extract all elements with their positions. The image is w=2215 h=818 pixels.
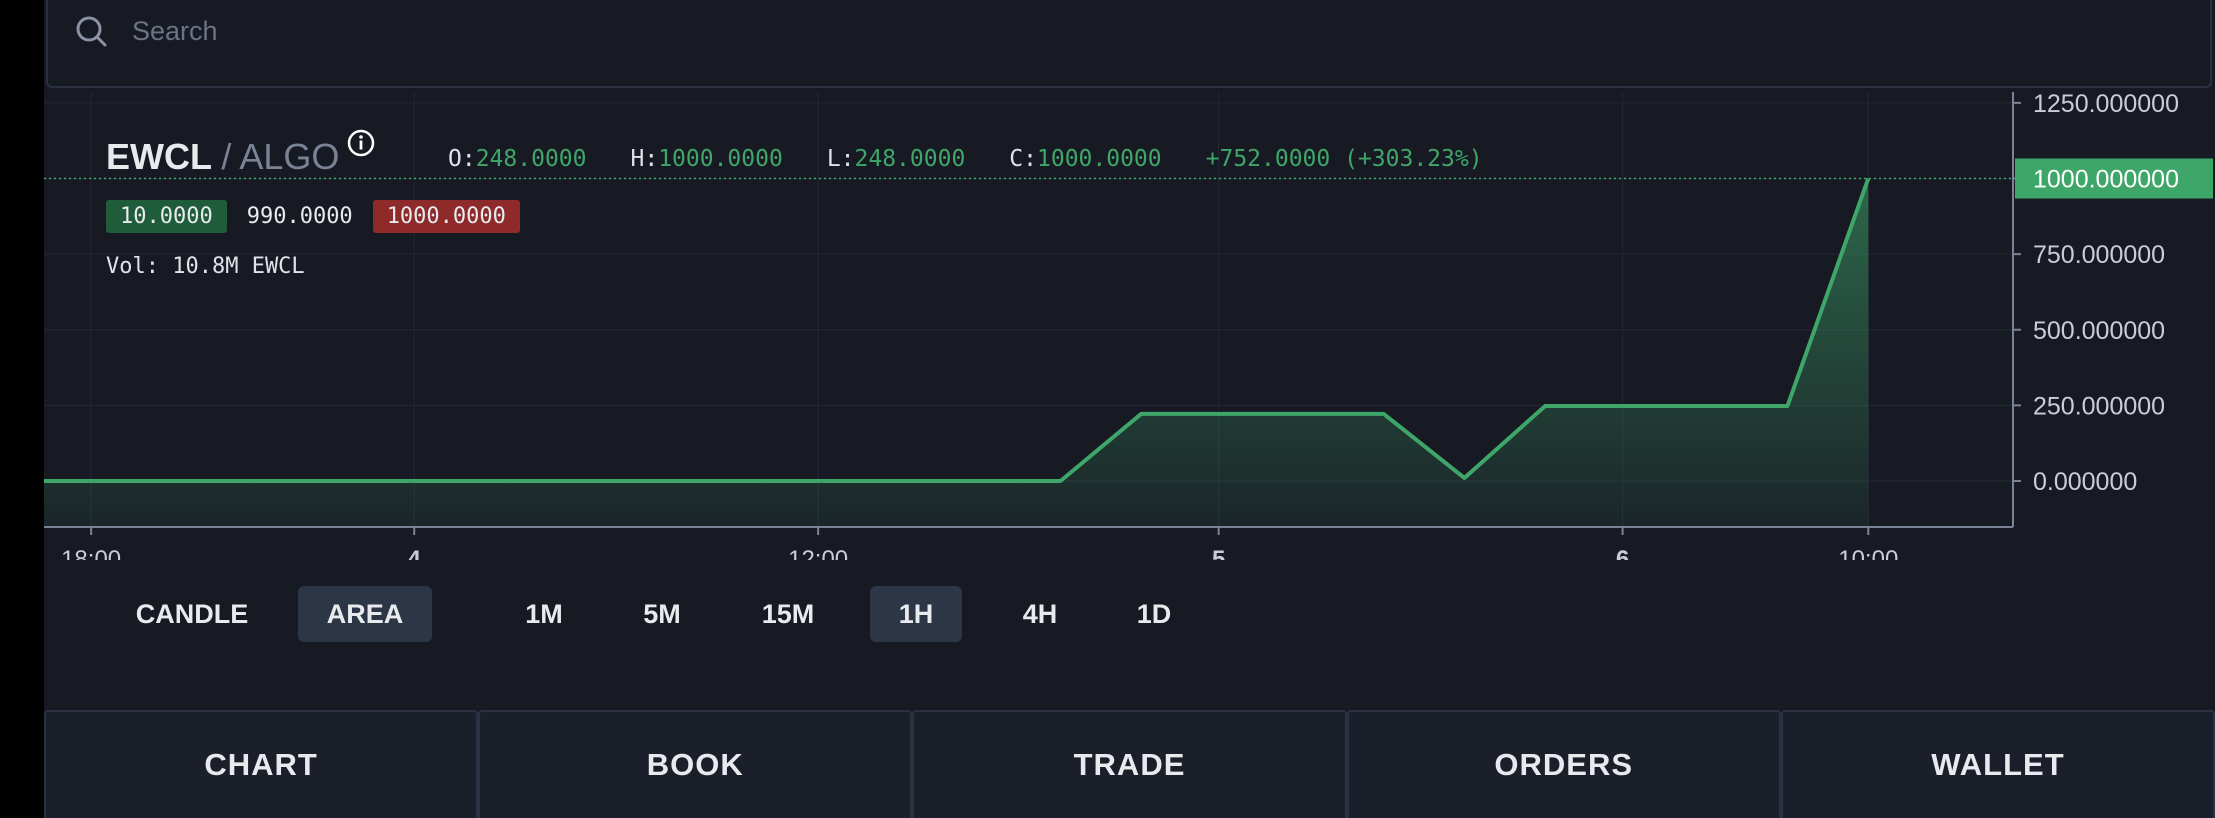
search-bar	[46, 0, 2212, 88]
last-price-badge	[2015, 158, 2213, 199]
tab-chart[interactable]: CHART	[44, 710, 479, 818]
search-icon	[76, 16, 107, 47]
interval-5m[interactable]: 5M	[643, 599, 681, 629]
chart-type-candle[interactable]: CANDLE	[135, 599, 249, 629]
low-label: L:	[826, 146, 855, 172]
ohlc-legend: O:248.0000 H:1000.0000 L:248.0000 C:1000.00…	[448, 146, 1527, 172]
x-tick-label: 12:00	[788, 546, 848, 560]
high-label: H:	[630, 146, 659, 172]
y-tick-label: 0.000000	[2033, 468, 2137, 496]
open-value: 248.0000	[475, 146, 587, 172]
tab-orders[interactable]: ORDERS	[1346, 710, 1781, 818]
price-chart[interactable]: 1250.000000 750.000000 500.000000 250.00000…	[44, 0, 2215, 560]
ask-badge: 1000.0000	[372, 200, 520, 233]
interval-1h[interactable]: 1H	[870, 586, 962, 642]
close-value: 1000.0000	[1037, 146, 1162, 172]
tab-book[interactable]: BOOK	[478, 710, 913, 818]
bottom-tabs: CHART BOOK TRADE ORDERS WALLET	[44, 710, 2215, 818]
search-input[interactable]	[130, 10, 2034, 52]
quote-badges: 10.0000 990.0000 1000.0000	[106, 200, 520, 233]
base-symbol: EWCL	[106, 136, 212, 177]
x-tick-label: 4	[408, 546, 422, 560]
interval-1d[interactable]: 1D	[1136, 599, 1172, 629]
last-price-label: 1000.000000	[2033, 166, 2179, 194]
y-tick-label: 1250.000000	[2033, 90, 2179, 118]
tab-wallet[interactable]: WALLET	[1780, 710, 2215, 818]
x-tick-label: 18:00	[61, 546, 121, 560]
area-fill	[44, 178, 1869, 527]
close-label: C:	[1009, 146, 1037, 172]
pair-title: EWCL / ALGO	[106, 136, 339, 178]
x-tick-label: 5	[1212, 546, 1225, 560]
x-tick-label: 10:00	[1838, 546, 1898, 560]
tab-trade[interactable]: TRADE	[912, 710, 1347, 818]
interval-15m[interactable]: 15M	[761, 599, 815, 629]
y-tick-label: 250.000000	[2033, 392, 2165, 420]
y-tick-label: 500.000000	[2033, 317, 2165, 345]
bid-badge: 10.0000	[106, 200, 227, 233]
volume-label: Vol: 10.8M EWCL	[106, 254, 305, 279]
spread-value: 990.0000	[246, 204, 353, 229]
chart-type-area[interactable]: AREA	[298, 586, 432, 642]
open-label: O:	[448, 146, 476, 172]
interval-1m[interactable]: 1M	[525, 599, 563, 629]
y-tick-label: 750.000000	[2033, 241, 2165, 269]
change-value: +752.0000 (+303.23%)	[1205, 146, 1483, 172]
price-line	[44, 177, 1871, 483]
high-value: 1000.0000	[658, 146, 783, 172]
app: 1250.000000 750.000000 500.000000 250.00000…	[44, 0, 2215, 818]
interval-4h[interactable]: 4H	[1022, 599, 1058, 629]
low-value: 248.0000	[854, 146, 966, 172]
x-tick-label: 6	[1616, 546, 1629, 560]
info-icon[interactable]	[346, 128, 376, 158]
quote-symbol: / ALGO	[221, 136, 340, 177]
